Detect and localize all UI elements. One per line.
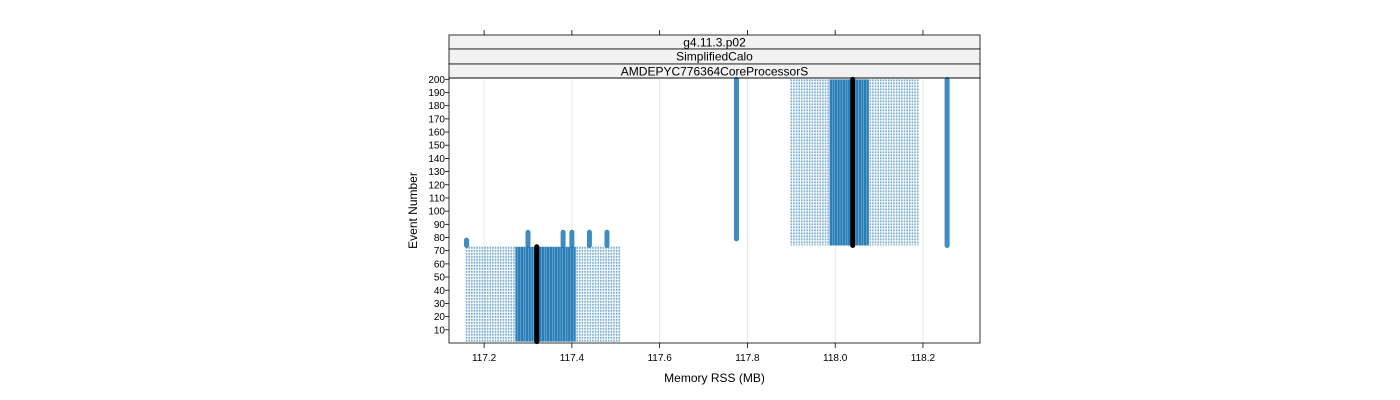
x-tick-label: 117.4	[560, 353, 585, 364]
x-tick-label: 118.0	[823, 353, 848, 364]
y-axis-title: Event Number	[406, 172, 420, 249]
y-tick-label: 170	[428, 114, 445, 125]
y-tick-label: 120	[428, 180, 445, 191]
x-tick-label: 117.8	[735, 353, 760, 364]
y-tick-label: 190	[428, 88, 445, 99]
data-points	[464, 76, 950, 345]
y-tick-label: 30	[434, 299, 446, 310]
panel-strips: g4.11.3.p02 SimplifiedCalo AMDEPYC776364…	[448, 34, 981, 79]
top-axis-ticks	[483, 30, 924, 35]
plot-frame	[448, 77, 981, 344]
y-tick-label: 100	[428, 207, 445, 218]
y-tick-label: 10	[434, 325, 446, 336]
y-axis: 10 20 30 40 50 60 70 80 90 100 110 120 130 140 150 160 1…	[428, 75, 449, 336]
strip-label-3: AMDEPYC776364CoreProcessorS	[621, 65, 808, 79]
y-tick-label: 180	[428, 101, 445, 112]
y-tick-label: 130	[428, 167, 445, 178]
event-group-2	[733, 76, 950, 248]
y-tick-label: 110	[429, 193, 445, 204]
y-tick-label: 50	[434, 273, 446, 284]
y-tick-label: 200	[428, 75, 445, 86]
y-tick-label: 40	[434, 286, 446, 297]
strip-label-2: SimplifiedCalo	[676, 50, 753, 64]
y-tick-label: 160	[428, 128, 445, 139]
y-tick-label: 140	[428, 154, 445, 165]
x-tick-label: 117.6	[647, 353, 672, 364]
y-tick-label: 60	[434, 259, 446, 270]
y-tick-label: 20	[434, 312, 446, 323]
x-axis: 117.2 117.4 117.6 117.8 118.0 118.2	[472, 343, 936, 364]
y-tick-label: 70	[434, 246, 446, 257]
x-tick-label: 117.2	[472, 353, 497, 364]
y-tick-label: 90	[434, 220, 446, 231]
event-group-1	[464, 229, 621, 345]
x-tick-label: 118.2	[911, 353, 936, 364]
y-tick-label: 150	[428, 141, 445, 152]
strip-label-1: g4.11.3.p02	[683, 36, 746, 50]
y-tick-label: 80	[434, 233, 446, 244]
x-axis-title: Memory RSS (MB)	[664, 371, 765, 385]
